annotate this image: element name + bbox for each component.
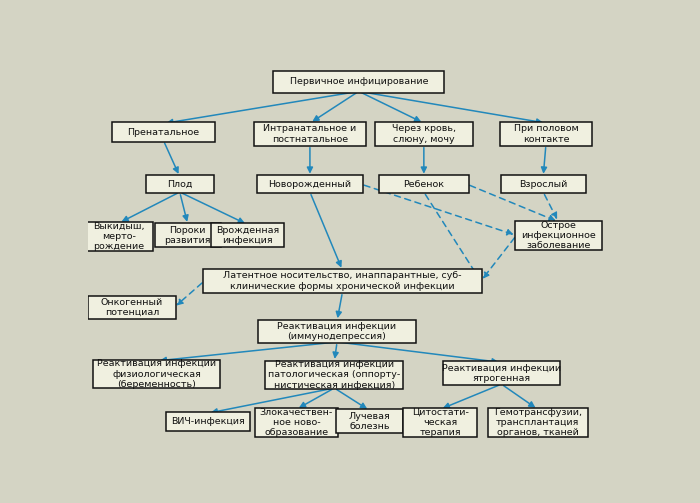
- Text: Пороки
развития: Пороки развития: [164, 226, 211, 245]
- FancyBboxPatch shape: [374, 122, 473, 146]
- Text: Реактивация инфекции
патологическая (оппорту-
нистическая инфекция): Реактивация инфекции патологическая (опп…: [268, 360, 400, 390]
- Text: Через кровь,
слюну, мочу: Через кровь, слюну, мочу: [392, 124, 456, 144]
- FancyBboxPatch shape: [443, 361, 560, 385]
- Text: Пренатальное: Пренатальное: [127, 128, 199, 136]
- FancyBboxPatch shape: [254, 122, 366, 146]
- FancyBboxPatch shape: [514, 221, 602, 250]
- FancyBboxPatch shape: [88, 296, 176, 319]
- Text: Плод: Плод: [167, 180, 192, 189]
- FancyBboxPatch shape: [255, 408, 338, 437]
- FancyBboxPatch shape: [265, 361, 403, 389]
- FancyBboxPatch shape: [336, 409, 403, 434]
- FancyBboxPatch shape: [94, 360, 220, 388]
- Text: Реактивация инфекции
(иммунодепрессия): Реактивация инфекции (иммунодепрессия): [277, 322, 397, 341]
- FancyBboxPatch shape: [403, 408, 477, 437]
- FancyBboxPatch shape: [111, 122, 216, 142]
- FancyBboxPatch shape: [85, 222, 153, 252]
- Text: Взрослый: Взрослый: [519, 180, 568, 189]
- FancyBboxPatch shape: [258, 320, 416, 343]
- Text: Ребенок: Ребенок: [403, 180, 444, 189]
- Text: При половом
контакте: При половом контакте: [514, 124, 578, 144]
- Text: Злокачествен-
ное ново-
образование: Злокачествен- ное ново- образование: [260, 407, 333, 438]
- Text: Новорожденный: Новорожденный: [268, 180, 351, 189]
- FancyBboxPatch shape: [501, 176, 585, 193]
- FancyBboxPatch shape: [211, 223, 284, 247]
- Text: Острое
инфекционное
заболевание: Острое инфекционное заболевание: [521, 220, 596, 250]
- FancyBboxPatch shape: [146, 176, 214, 193]
- Text: Латентное носительство, инаппарантные, суб-
клинические формы хронической инфекц: Латентное носительство, инаппарантные, с…: [223, 272, 462, 291]
- Text: Выкидыш,
мерто-
рождение: Выкидыш, мерто- рождение: [93, 222, 145, 252]
- FancyBboxPatch shape: [257, 176, 363, 193]
- FancyBboxPatch shape: [273, 71, 444, 93]
- Text: Цитостати-
ческая
терапия: Цитостати- ческая терапия: [412, 407, 468, 438]
- Text: Реактивация инфекции
ятрогенная: Реактивация инфекции ятрогенная: [442, 364, 561, 383]
- Text: Лучевая
болезнь: Лучевая болезнь: [349, 411, 391, 431]
- FancyBboxPatch shape: [155, 223, 220, 247]
- FancyBboxPatch shape: [379, 176, 469, 193]
- Text: Гемотрансфузии,
трансплантация
органов, тканей: Гемотрансфузии, трансплантация органов, …: [494, 407, 582, 438]
- Text: ВИЧ-инфекция: ВИЧ-инфекция: [171, 417, 245, 426]
- Text: Реактивация инфекции
физиологическая
(беременность): Реактивация инфекции физиологическая (бе…: [97, 359, 216, 389]
- Text: Интранатальное и
постнатальное: Интранатальное и постнатальное: [263, 124, 356, 144]
- Text: Первичное инфицирование: Первичное инфицирование: [290, 77, 428, 86]
- FancyBboxPatch shape: [500, 122, 592, 146]
- FancyBboxPatch shape: [166, 412, 250, 431]
- Text: Врожденная
инфекция: Врожденная инфекция: [216, 226, 279, 245]
- FancyBboxPatch shape: [488, 408, 588, 437]
- Text: Онкогенный
потенциал: Онкогенный потенциал: [101, 298, 163, 317]
- FancyBboxPatch shape: [202, 269, 482, 293]
